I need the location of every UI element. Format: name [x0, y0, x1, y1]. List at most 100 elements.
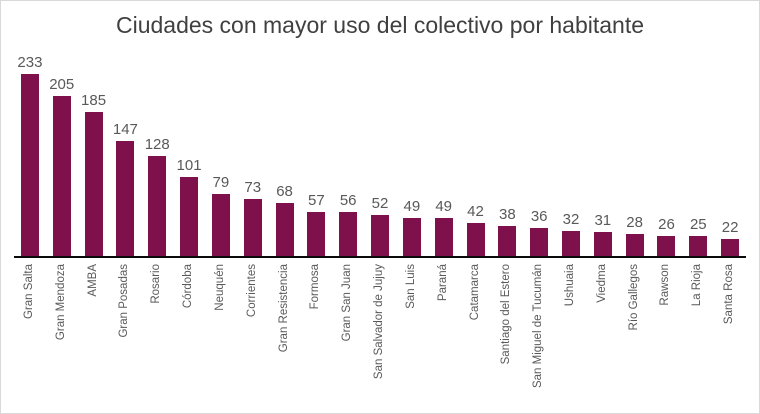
x-axis-label-cell: Viedma: [587, 258, 619, 406]
bar-column: 49: [428, 198, 460, 256]
bar-value-label: 79: [212, 174, 230, 191]
x-axis-label-cell: Rawson: [651, 258, 683, 406]
bar: [689, 236, 708, 256]
x-axis-label-cell: Formosa: [300, 258, 332, 406]
x-axis-label-cell: San Miguel de Tucumán: [523, 258, 555, 406]
x-axis-label: Catamarca: [468, 264, 481, 321]
x-axis-label-cell: Corrientes: [237, 258, 269, 406]
bar: [530, 228, 549, 256]
bar-value-label: 31: [594, 212, 612, 229]
x-axis-label: Ushuaia: [563, 264, 576, 307]
bar: [307, 212, 326, 256]
x-axis-label-cell: Neuquén: [205, 258, 237, 406]
bar-column: 38: [491, 206, 523, 256]
bar-value-label: 26: [658, 216, 675, 233]
chart-title: Ciudades con mayor uso del colectivo por…: [115, 12, 645, 38]
x-axis-label: Formosa: [309, 264, 322, 310]
x-axis-label-cell: Gran San Juan: [332, 258, 364, 406]
bar: [371, 215, 390, 256]
bar: [84, 112, 103, 256]
bar-column: 22: [714, 219, 746, 256]
bar-value-label: 32: [562, 211, 580, 228]
bar-value-label: 28: [626, 214, 643, 231]
x-axis-label: Río Gallegos: [627, 264, 640, 331]
bar-value-label: 38: [498, 206, 516, 223]
x-axis-label-cell: Santiago del Estero: [491, 258, 523, 406]
bar-column: 28: [619, 214, 651, 256]
x-axis-label: Santa Rosa: [723, 264, 736, 325]
x-axis-label: Santiago del Estero: [500, 264, 513, 365]
bar-column: 128: [141, 136, 173, 256]
bar: [625, 234, 644, 256]
x-axis-label: AMBA: [86, 264, 99, 297]
bar-value-label: 25: [689, 216, 707, 233]
bar: [275, 203, 294, 256]
x-axis-label-cell: AMBA: [78, 258, 110, 406]
x-axis-label: Paraná: [436, 264, 449, 302]
x-axis-label-cell: Catamarca: [460, 258, 492, 406]
bar-value-label: 128: [144, 136, 170, 153]
bar-value-label: 52: [371, 195, 389, 212]
bar-value-label: 205: [49, 76, 75, 93]
x-axis-label: Rosario: [150, 264, 163, 304]
x-axis-label: La Rioja: [691, 264, 704, 307]
bar: [657, 236, 676, 256]
bar-value-label: 56: [339, 192, 357, 209]
x-axis-label: Gran Posadas: [118, 264, 131, 338]
bar-value-label: 185: [81, 92, 107, 109]
x-axis-label-cell: Paraná: [428, 258, 460, 406]
bar: [721, 239, 740, 256]
x-axis-labels: Gran Salta Gran Mendoza AMBA Gran Posadas Ro…: [14, 258, 746, 406]
bar-column: 79: [205, 174, 237, 256]
bar-column: 147: [109, 121, 141, 256]
x-axis-label-cell: Santa Rosa: [714, 258, 746, 406]
bar-column: 26: [651, 216, 683, 256]
plot-area: 233 205 185 147 128 101 79 73 68 57 56 52 49 49 42 38 36…: [14, 52, 746, 258]
bar-column: 73: [237, 179, 269, 256]
bar-column: 32: [555, 211, 587, 256]
x-axis-label: Viedma: [595, 264, 608, 303]
bar: [339, 212, 358, 256]
bar-value-label: 57: [308, 192, 325, 209]
x-axis-label: Corrientes: [245, 264, 258, 318]
bar-value-label: 22: [721, 219, 739, 236]
x-axis-label-cell: Gran Mendoza: [46, 258, 78, 406]
x-axis-label: Rawson: [659, 264, 672, 306]
bar: [561, 231, 580, 256]
x-axis-label-cell: San Luis: [396, 258, 428, 406]
bar-column: 57: [300, 192, 332, 256]
bar: [116, 141, 135, 256]
bar-column: 31: [587, 212, 619, 256]
bar-value-label: 42: [467, 203, 484, 220]
bar: [148, 156, 167, 256]
x-axis-label-cell: Gran Salta: [14, 258, 46, 406]
bar: [52, 96, 71, 256]
bar-column: 36: [523, 208, 555, 256]
bar: [434, 218, 453, 256]
x-axis-label: Gran Mendoza: [54, 264, 67, 341]
x-axis-label-cell: Gran Posadas: [109, 258, 141, 406]
bar-column: 68: [269, 183, 301, 256]
bar: [243, 199, 262, 256]
bar-value-label: 68: [276, 183, 293, 200]
bar-column: 49: [396, 198, 428, 256]
bar-value-label: 101: [176, 157, 202, 174]
bar-column: 233: [14, 54, 46, 256]
bar-column: 101: [173, 157, 205, 256]
x-axis-label: San Salvador de Jujuy: [373, 264, 386, 380]
bar-column: 42: [460, 203, 492, 256]
bar-column: 25: [682, 216, 714, 256]
x-axis-label: Neuquén: [213, 264, 226, 311]
x-axis-label-cell: Rosario: [141, 258, 173, 406]
x-axis-label-cell: La Rioja: [682, 258, 714, 406]
x-axis-label-cell: Río Gallegos: [619, 258, 651, 406]
bar: [20, 74, 39, 256]
bar-value-label: 49: [403, 198, 421, 215]
bar: [498, 226, 517, 256]
bar: [593, 232, 612, 256]
bar: [180, 177, 199, 256]
bar: [211, 194, 230, 256]
bar-value-label: 147: [112, 121, 138, 138]
bar-value-label: 49: [435, 198, 453, 215]
bar: [466, 223, 485, 256]
